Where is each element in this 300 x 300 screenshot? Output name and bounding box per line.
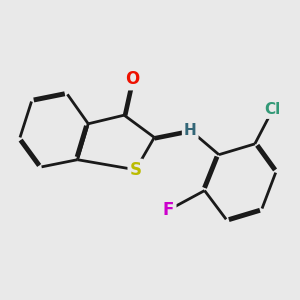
- Text: O: O: [125, 70, 139, 88]
- Text: H: H: [184, 123, 197, 138]
- Text: S: S: [130, 161, 142, 179]
- Text: F: F: [163, 201, 174, 219]
- Text: Cl: Cl: [265, 102, 281, 117]
